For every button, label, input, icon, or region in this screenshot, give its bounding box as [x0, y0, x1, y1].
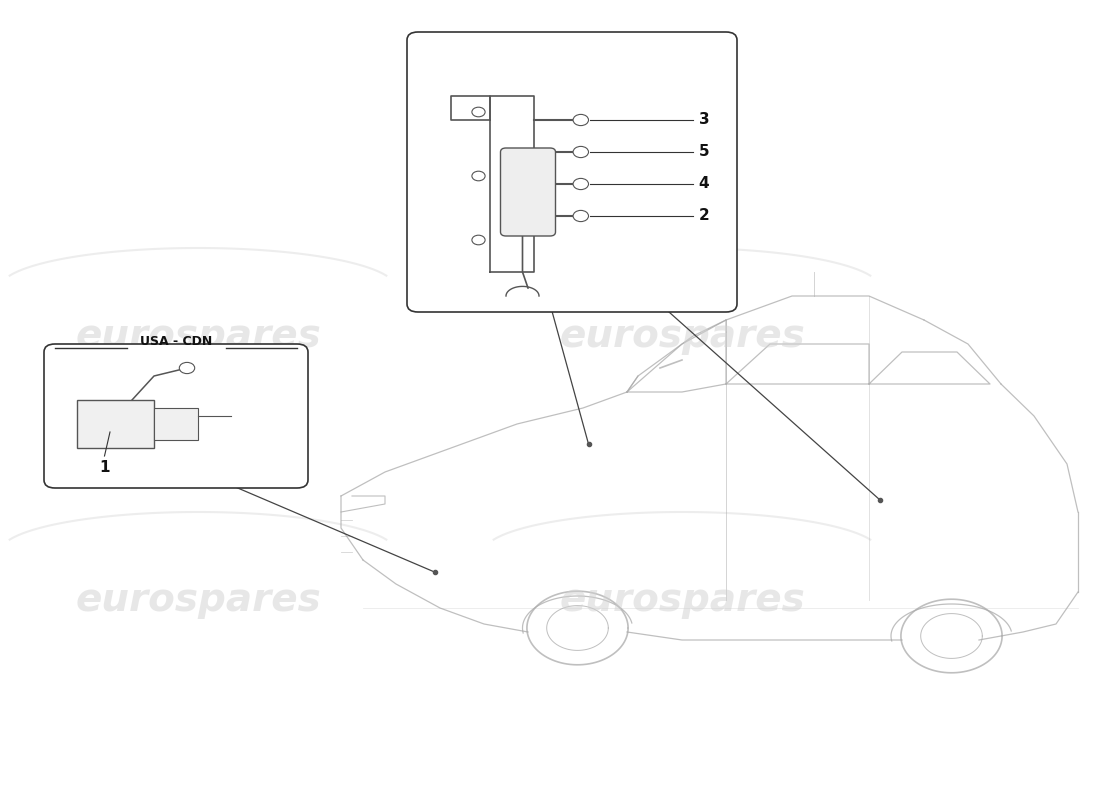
Text: eurospares: eurospares — [75, 317, 321, 355]
Text: USA - CDN: USA - CDN — [140, 335, 212, 348]
Text: 5: 5 — [698, 145, 710, 159]
FancyBboxPatch shape — [154, 408, 198, 440]
Text: 4: 4 — [698, 177, 710, 191]
FancyBboxPatch shape — [44, 344, 308, 488]
FancyBboxPatch shape — [407, 32, 737, 312]
Circle shape — [179, 362, 195, 374]
FancyBboxPatch shape — [77, 400, 154, 448]
Circle shape — [573, 146, 588, 158]
Text: eurospares: eurospares — [559, 317, 805, 355]
Text: eurospares: eurospares — [559, 581, 805, 619]
Circle shape — [472, 235, 485, 245]
Circle shape — [472, 171, 485, 181]
Circle shape — [573, 210, 588, 222]
Text: 3: 3 — [698, 113, 710, 127]
Circle shape — [472, 107, 485, 117]
Text: 1: 1 — [99, 460, 110, 475]
Text: 2: 2 — [698, 209, 710, 223]
FancyBboxPatch shape — [500, 148, 556, 236]
Text: eurospares: eurospares — [75, 581, 321, 619]
Circle shape — [573, 114, 588, 126]
Circle shape — [573, 178, 588, 190]
